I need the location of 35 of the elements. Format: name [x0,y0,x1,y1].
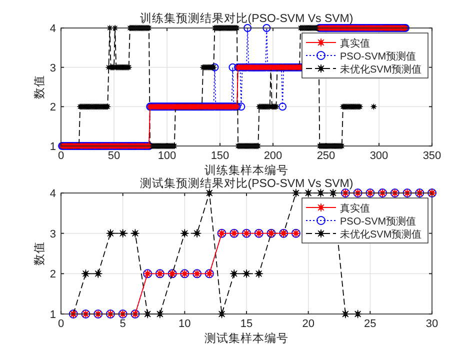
y-tick-label: 4 [50,188,56,200]
x-tick-label: 0 [58,150,64,162]
x-tick-label: 0 [58,318,64,330]
x-tick-label: 5 [120,318,126,330]
chart-title: 训练集预测结果对比(PSO-SVM Vs SVM) [140,12,354,25]
x-tick-label: 10 [178,318,191,330]
x-tick-label: 150 [210,150,230,162]
legend-label: 真实值 [340,38,370,50]
x-tick-label: 350 [422,150,442,162]
legend-label: PSO-SVM预测值 [340,50,416,62]
y-tick-label: 1 [50,309,56,321]
x-tick-label: 200 [264,150,282,162]
chart-title: 测试集预测结果对比(PSO-SVM Vs SVM) [140,177,354,190]
x-tick-label: 20 [302,318,314,330]
y-tick-label: 4 [50,23,56,35]
x-tick-label: 15 [240,318,253,330]
y-tick-label: 2 [50,102,56,114]
y-axis-title: 数值 [33,242,46,266]
y-tick-label: 3 [50,228,56,240]
x-tick-label: 50 [108,150,120,162]
x-tick-label: 30 [426,318,438,330]
legend-label: 真实值 [340,202,370,214]
y-axis-title: 数值 [33,75,46,99]
x-tick-label: 300 [370,150,388,162]
x-tick-label: 25 [364,318,376,330]
legend-label: PSO-SVM预测值 [340,216,416,228]
x-tick-label: 250 [316,150,336,162]
legend-label: 未优化SVM预测值 [340,228,422,240]
x-axis-title: 训练集样本编号 [204,163,288,177]
legend-label: 未优化SVM预测值 [340,64,422,76]
y-tick-label: 1 [50,141,56,153]
x-tick-label: 100 [158,150,176,162]
x-axis-title: 测试集样本编号 [204,331,288,345]
y-tick-label: 2 [50,268,56,281]
y-tick-label: 3 [50,62,56,74]
